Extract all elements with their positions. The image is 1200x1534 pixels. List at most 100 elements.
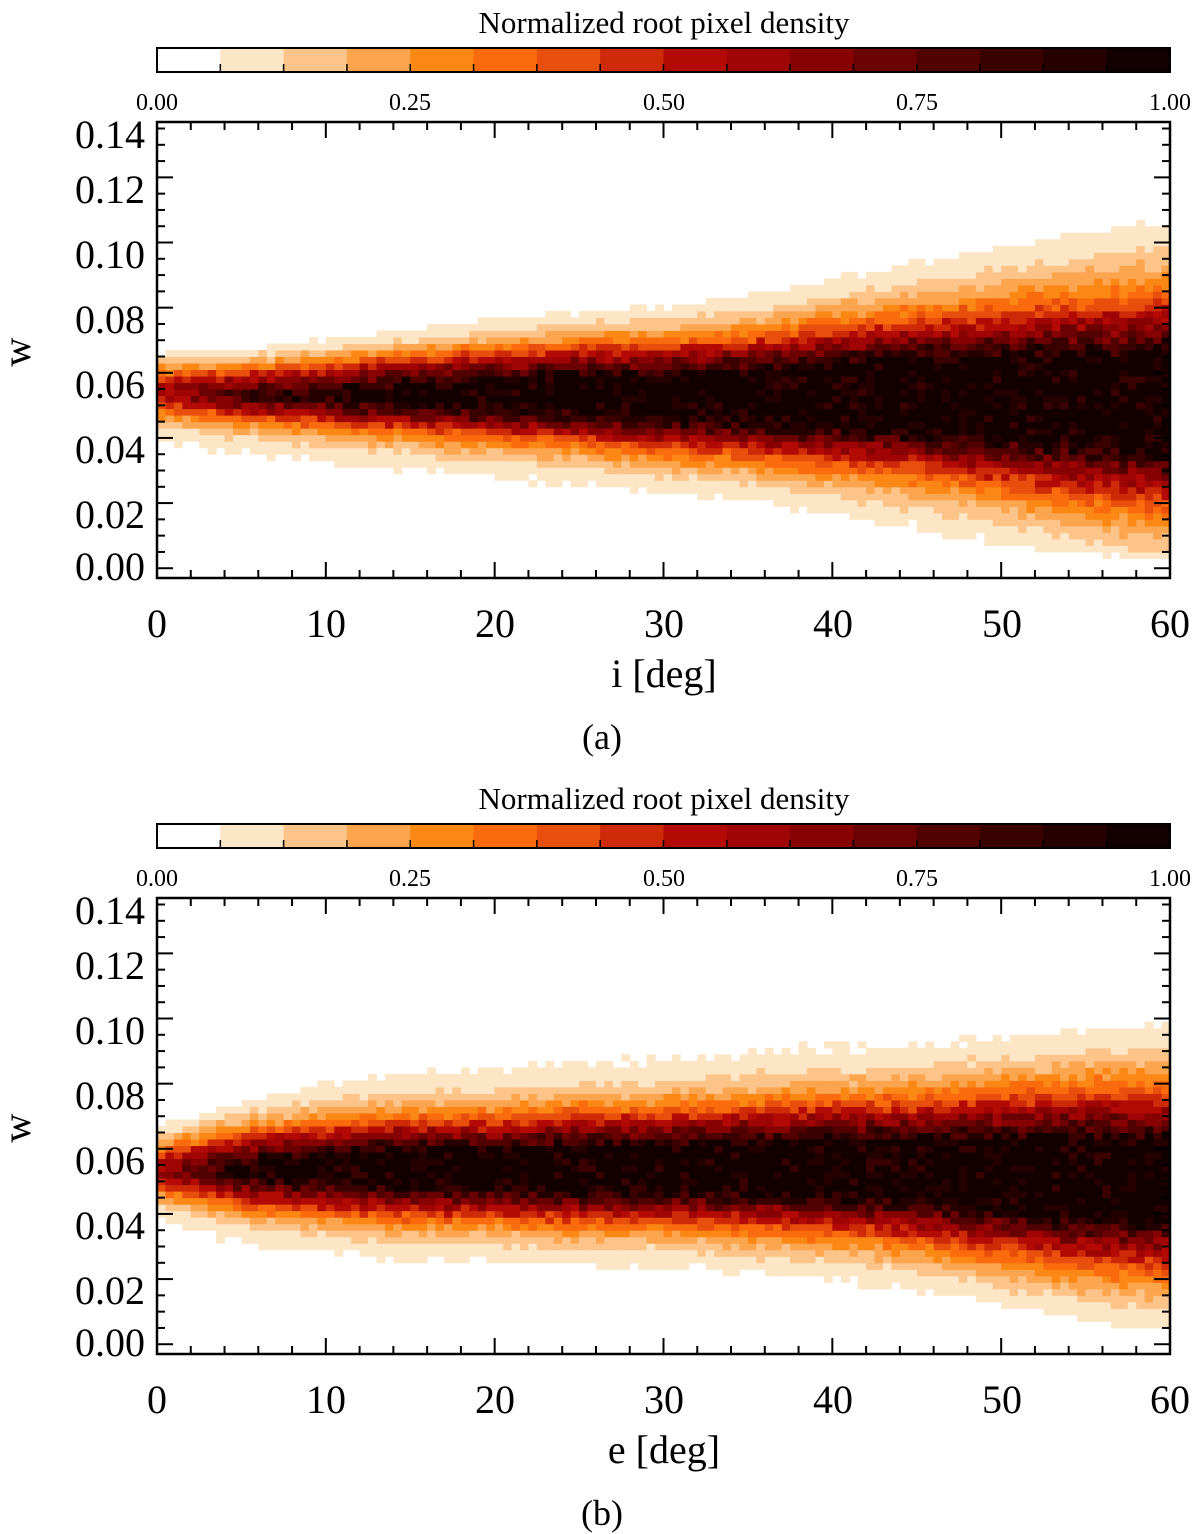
heatmap-cell [731, 480, 740, 488]
heatmap-cell [435, 441, 445, 449]
heatmap-cell [891, 506, 901, 514]
heatmap-cell [435, 408, 445, 416]
heatmap-cell [376, 395, 386, 403]
heatmap-cell [705, 428, 715, 436]
heatmap-cell [376, 1249, 386, 1257]
heatmap-cell [942, 473, 952, 481]
heatmap-cell [1153, 363, 1163, 371]
heatmap-cell [612, 382, 622, 390]
heatmap-cell [317, 441, 327, 449]
heatmap-cell [1009, 317, 1019, 325]
heatmap-cell [933, 467, 943, 475]
heatmap-cell [899, 265, 909, 273]
heatmap-cell [1018, 304, 1027, 312]
heatmap-cell [553, 389, 563, 397]
heatmap-cell [477, 1145, 487, 1153]
heatmap-cell [435, 1197, 445, 1205]
heatmap-cell [359, 415, 369, 423]
heatmap-cell [908, 447, 918, 455]
heatmap-cell [899, 291, 909, 299]
heatmap-cell [444, 1119, 453, 1127]
heatmap-cell [1094, 519, 1103, 527]
heatmap-cell [958, 291, 968, 299]
heatmap-cell [545, 376, 555, 384]
heatmap-cell [671, 480, 681, 488]
heatmap-cell [646, 486, 656, 494]
heatmap-cell [292, 1243, 302, 1251]
heatmap-cell [874, 473, 884, 481]
heatmap-cell [579, 454, 589, 462]
heatmap-cell [1043, 376, 1053, 384]
heatmap-cell [764, 336, 774, 344]
heatmap-cell [899, 363, 909, 371]
heatmap-cell [579, 363, 589, 371]
heatmap-cell [663, 317, 673, 325]
heatmap-cell [334, 1204, 344, 1212]
heatmap-cell [984, 310, 994, 318]
heatmap-cell [165, 421, 175, 429]
heatmap-cell [916, 363, 926, 371]
heatmap-cell [823, 363, 833, 371]
heatmap-cell [376, 454, 386, 462]
heatmap-cell [1009, 245, 1019, 253]
heatmap-cell [731, 402, 740, 410]
heatmap-cell [1136, 532, 1146, 540]
heatmap-cell [393, 1126, 403, 1134]
heatmap-cell [258, 1243, 268, 1251]
heatmap-cell [1060, 460, 1070, 468]
heatmap-cell [1034, 317, 1044, 325]
heatmap-cell [469, 447, 479, 455]
heatmap-cell [224, 1191, 234, 1199]
heatmap-cell [1018, 265, 1027, 273]
heatmap-cell [579, 441, 589, 449]
heatmap-cell [486, 1210, 496, 1218]
heatmap-cell [629, 480, 639, 488]
heatmap-cell [942, 408, 952, 416]
heatmap-cell [342, 1197, 352, 1205]
heatmap-cell [562, 323, 572, 331]
heatmap-cell [1051, 252, 1061, 260]
heatmap-cell [266, 1093, 276, 1101]
heatmap-cell [275, 1139, 285, 1147]
heatmap-cell [722, 434, 732, 442]
heatmap-cell [621, 460, 631, 468]
heatmap-cell [992, 447, 1002, 455]
heatmap-cell [815, 447, 825, 455]
heatmap-cell [1068, 467, 1078, 475]
heatmap-cell [283, 421, 293, 429]
heatmap-cell [393, 447, 403, 455]
heatmap-cell [444, 1073, 453, 1081]
heatmap-cell [460, 1158, 470, 1166]
heatmap-cell [1144, 408, 1154, 416]
heatmap-cell [655, 323, 664, 331]
heatmap-cell [511, 363, 521, 371]
heatmap-cell [258, 1236, 268, 1244]
heatmap-cell [444, 1184, 453, 1192]
heatmap-cell [697, 369, 707, 377]
heatmap-cell [351, 421, 361, 429]
heatmap-cell [882, 454, 892, 462]
heatmap-cell [1094, 278, 1103, 286]
heatmap-cell [266, 1243, 276, 1251]
heatmap-cell [452, 382, 462, 390]
heatmap-cell [747, 434, 757, 442]
heatmap-cell [1060, 434, 1070, 442]
heatmap-cell [688, 402, 698, 410]
heatmap-cell [899, 317, 909, 325]
heatmap-cell [519, 434, 529, 442]
heatmap-cell [503, 1243, 513, 1251]
heatmap-cell [165, 1184, 175, 1192]
heatmap-cell [604, 350, 614, 358]
heatmap-cell [798, 304, 808, 312]
heatmap-cell [351, 1184, 361, 1192]
heatmap-cell [401, 1080, 411, 1088]
heatmap-cell [975, 467, 985, 475]
heatmap-cell [444, 356, 453, 364]
heatmap-cell [899, 395, 909, 403]
heatmap-cell [460, 1093, 470, 1101]
heatmap-cell [916, 434, 926, 442]
heatmap-cell [891, 330, 901, 338]
heatmap-cell [258, 415, 268, 423]
heatmap-cell [866, 271, 876, 279]
heatmap-cell [1094, 310, 1103, 318]
